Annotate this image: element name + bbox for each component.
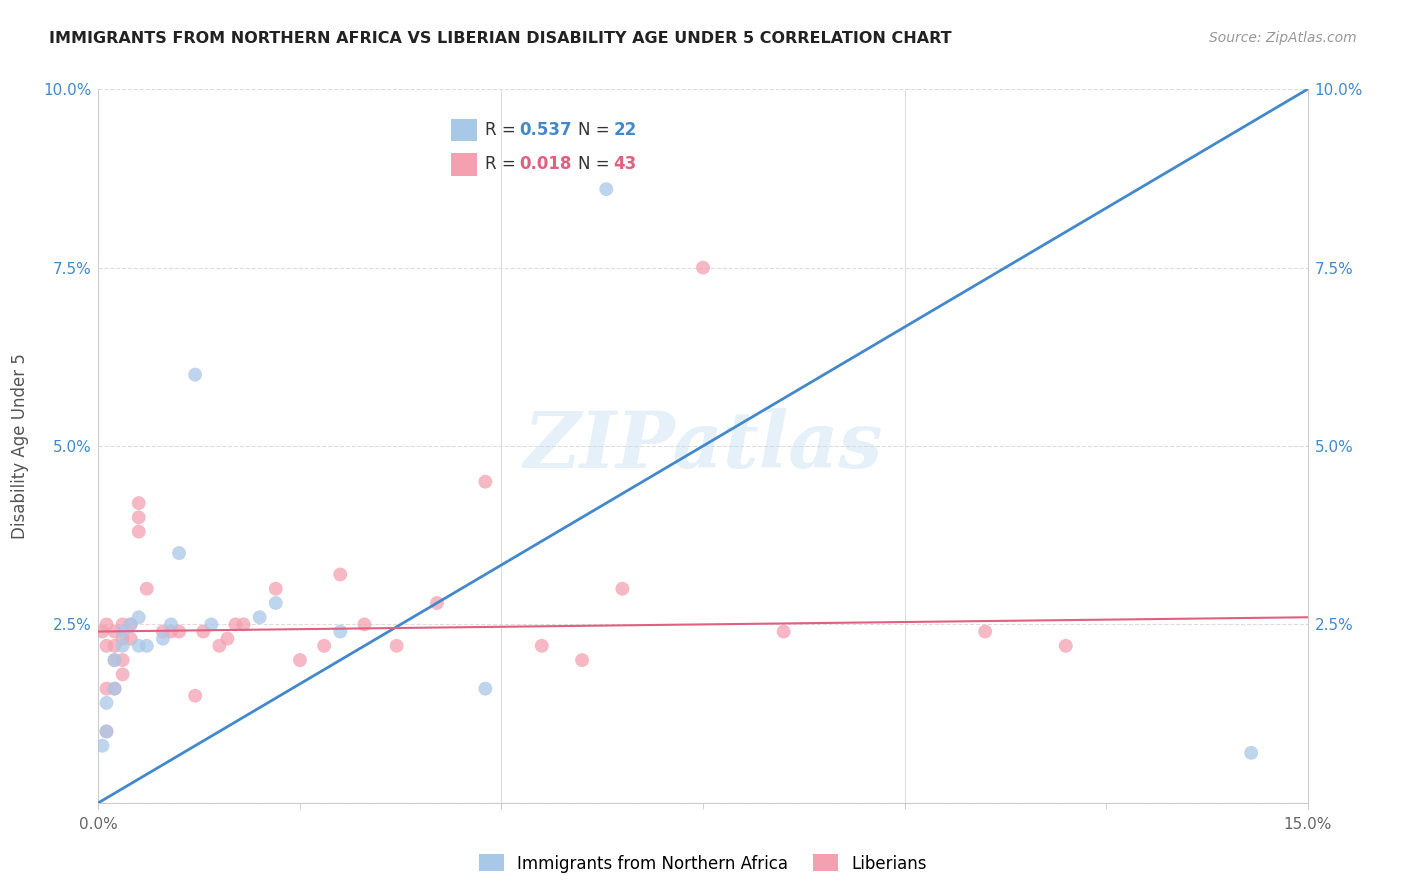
Point [96, 681, 118, 696]
Text: R =: R = [485, 155, 520, 173]
Point [103, 653, 125, 667]
Point [160, 624, 183, 639]
FancyBboxPatch shape [451, 119, 477, 142]
Point [426, 596, 449, 610]
Point [152, 632, 174, 646]
Point [103, 639, 125, 653]
Point [288, 653, 311, 667]
Point [103, 681, 125, 696]
Point [111, 667, 134, 681]
Text: ZIPatlas: ZIPatlas [523, 408, 883, 484]
Text: 0.018: 0.018 [520, 155, 572, 173]
Point [224, 617, 246, 632]
Point [111, 653, 134, 667]
Point [184, 689, 207, 703]
Point [128, 524, 150, 539]
Point [1054, 639, 1077, 653]
Point [135, 639, 157, 653]
Point [111, 632, 134, 646]
Text: N =: N = [578, 121, 614, 139]
Point [111, 639, 134, 653]
Point [530, 639, 553, 653]
Point [91, 739, 114, 753]
Point [128, 496, 150, 510]
Point [135, 582, 157, 596]
Point [329, 567, 352, 582]
Point [111, 617, 134, 632]
Point [184, 368, 207, 382]
Point [571, 653, 593, 667]
Point [103, 653, 125, 667]
Point [96, 724, 118, 739]
Point [208, 639, 231, 653]
Point [264, 596, 287, 610]
Point [103, 624, 125, 639]
Text: IMMIGRANTS FROM NORTHERN AFRICA VS LIBERIAN DISABILITY AGE UNDER 5 CORRELATION C: IMMIGRANTS FROM NORTHERN AFRICA VS LIBER… [49, 31, 952, 46]
Text: Source: ZipAtlas.com: Source: ZipAtlas.com [1209, 31, 1357, 45]
Point [120, 617, 142, 632]
Point [152, 624, 174, 639]
Point [595, 182, 617, 196]
Point [264, 582, 287, 596]
Point [474, 475, 496, 489]
Point [96, 696, 118, 710]
Point [96, 617, 118, 632]
Point [217, 632, 239, 646]
Y-axis label: Disability Age Under 5: Disability Age Under 5 [11, 353, 30, 539]
Point [111, 624, 134, 639]
Point [96, 639, 118, 653]
FancyBboxPatch shape [451, 153, 477, 176]
Text: 43: 43 [613, 155, 637, 173]
Point [249, 610, 271, 624]
Point [692, 260, 714, 275]
Point [128, 510, 150, 524]
Point [200, 617, 222, 632]
Point [232, 617, 254, 632]
Text: R =: R = [485, 121, 520, 139]
Point [474, 681, 496, 696]
Point [385, 639, 408, 653]
Point [128, 639, 150, 653]
Point [167, 624, 190, 639]
Legend: Immigrants from Northern Africa, Liberians: Immigrants from Northern Africa, Liberia… [472, 847, 934, 880]
Point [96, 724, 118, 739]
Point [160, 617, 183, 632]
Point [128, 610, 150, 624]
Point [974, 624, 997, 639]
Point [612, 582, 634, 596]
Text: 22: 22 [613, 121, 637, 139]
Point [167, 546, 190, 560]
Point [314, 639, 336, 653]
Point [120, 632, 142, 646]
Point [103, 681, 125, 696]
Point [353, 617, 375, 632]
Point [1240, 746, 1263, 760]
Point [193, 624, 215, 639]
Point [329, 624, 352, 639]
Point [772, 624, 794, 639]
Point [91, 624, 114, 639]
Point [120, 617, 142, 632]
Text: N =: N = [578, 155, 614, 173]
Text: 0.537: 0.537 [520, 121, 572, 139]
